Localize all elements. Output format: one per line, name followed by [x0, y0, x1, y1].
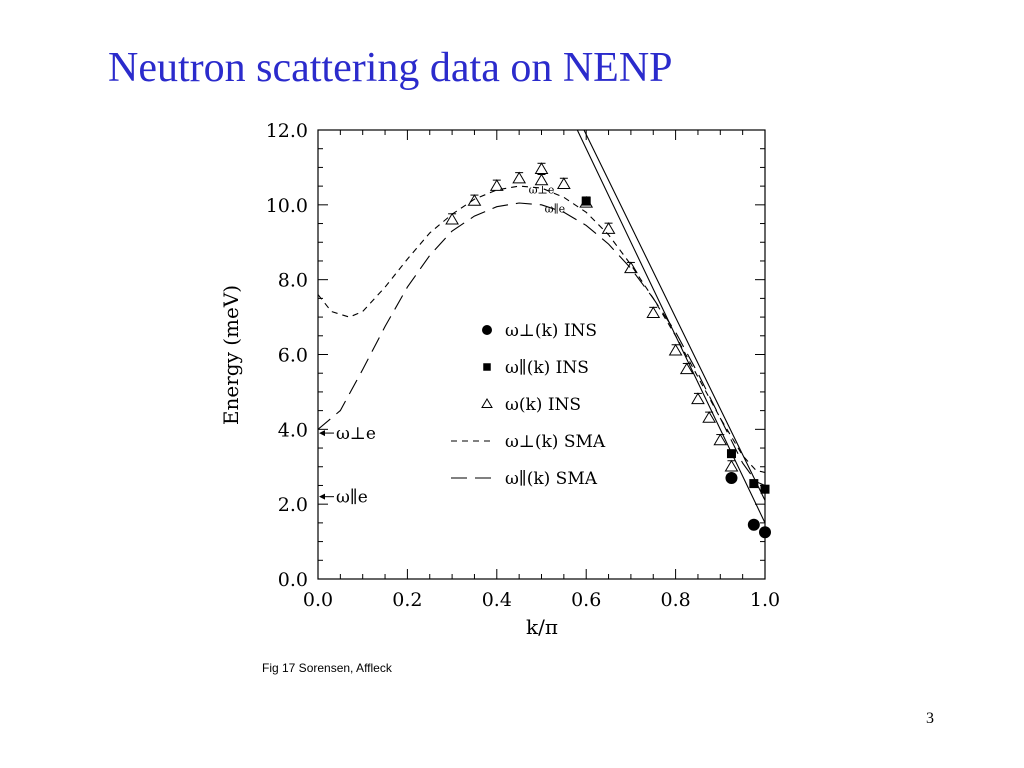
legend-label: ω∥(k) SMA: [505, 469, 598, 489]
data-point-triangle: [668, 343, 683, 356]
slide-title: Neutron scattering data on NENP: [108, 45, 673, 91]
data-point-triangle: [445, 212, 459, 225]
x-tick-label: 0.0: [303, 589, 333, 611]
x-tick-label: 0.8: [660, 589, 690, 611]
data-point-triangle: [646, 306, 661, 319]
plot-frame: [317, 129, 766, 580]
data-point-square: [749, 479, 759, 489]
legend-label: ω∥(k) INS: [505, 358, 589, 378]
x-tick-label: 0.6: [571, 589, 601, 611]
y-tick-label: 4.0: [278, 419, 308, 441]
data-point-triangle: [601, 222, 616, 234]
data-point-circle: [759, 526, 771, 539]
legend-label: ω⊥(k) SMA: [505, 432, 606, 452]
data-point-square: [581, 196, 591, 206]
annotations: ω⊥e ω∥e ω⊥e ω∥e: [319, 184, 565, 508]
points-layer: [445, 162, 771, 539]
annotation-arrowhead: [319, 493, 325, 500]
x-tick-label: 1.0: [750, 589, 780, 611]
legend-label: ω(k) INS: [505, 395, 581, 415]
data-point-circle: [747, 518, 760, 531]
data-point-triangle: [679, 362, 694, 375]
tick-marks: [317, 129, 766, 580]
figure-caption: Fig 17 Sorensen, Affleck: [262, 661, 392, 675]
data-point-triangle: [534, 162, 549, 174]
data-point-triangle: [579, 195, 594, 208]
data-point-triangle: [534, 173, 549, 186]
x-axis-label: k/π: [526, 615, 558, 639]
annotation-label: ω∥e: [545, 202, 566, 215]
data-point-triangle: [556, 177, 571, 189]
data-point-square: [726, 449, 736, 459]
y-tick-label: 8.0: [278, 270, 308, 292]
y-tick-label: 10.0: [266, 195, 308, 217]
legend-swatch: [481, 398, 493, 408]
data-point-triangle: [713, 433, 728, 446]
energy-dispersion-chart: 0.0 0.2 0.4 0.6 0.8 1.0 0.0 2.0 4.0 6.0 8.0 10.0 12…: [219, 120, 780, 639]
short-dash-curve: [318, 185, 765, 473]
y-tick-label: 6.0: [278, 345, 308, 367]
data-point-triangle: [691, 392, 705, 405]
data-point-triangle: [467, 194, 482, 206]
data-point-triangle: [702, 411, 716, 423]
fit-line-5: [576, 130, 765, 524]
legend-label: ω⊥(k) INS: [505, 321, 597, 341]
legend-swatch: [482, 325, 492, 335]
annotation-label: ω∥e: [336, 488, 368, 508]
x-tick-labels: 0.0 0.2 0.4 0.6 0.8 1.0: [303, 589, 780, 611]
y-axis-label: Energy (meV): [219, 285, 243, 425]
x-tick-label: 0.4: [482, 589, 512, 611]
annotation-label: ω⊥e: [336, 424, 376, 444]
annotation-arrowhead: [319, 430, 325, 437]
page-number: 3: [926, 710, 934, 727]
data-point-triangle: [512, 171, 527, 184]
data-point-triangle: [624, 261, 638, 274]
data-point-triangle: [724, 459, 739, 472]
y-tick-label: 2.0: [278, 494, 308, 516]
legend: ω⊥(k) INS ω∥(k) INS ω(k) INS ω⊥(k) SMA ω∥(k)…: [451, 321, 606, 489]
fit-line-6: [583, 130, 765, 501]
y-tick-label: 12.0: [266, 120, 308, 142]
data-point-circle: [725, 471, 738, 484]
x-tick-label: 0.2: [392, 589, 422, 611]
data-point-triangle: [489, 179, 504, 191]
long-dash-curve: [318, 202, 765, 487]
legend-swatch: [483, 363, 491, 371]
data-point-square: [760, 484, 770, 494]
plot-border: [317, 129, 766, 580]
annotation-label: ω⊥e: [529, 184, 555, 197]
y-tick-labels: 0.0 2.0 4.0 6.0 8.0 10.0 12.0: [266, 120, 308, 591]
y-tick-label: 0.0: [278, 569, 308, 591]
